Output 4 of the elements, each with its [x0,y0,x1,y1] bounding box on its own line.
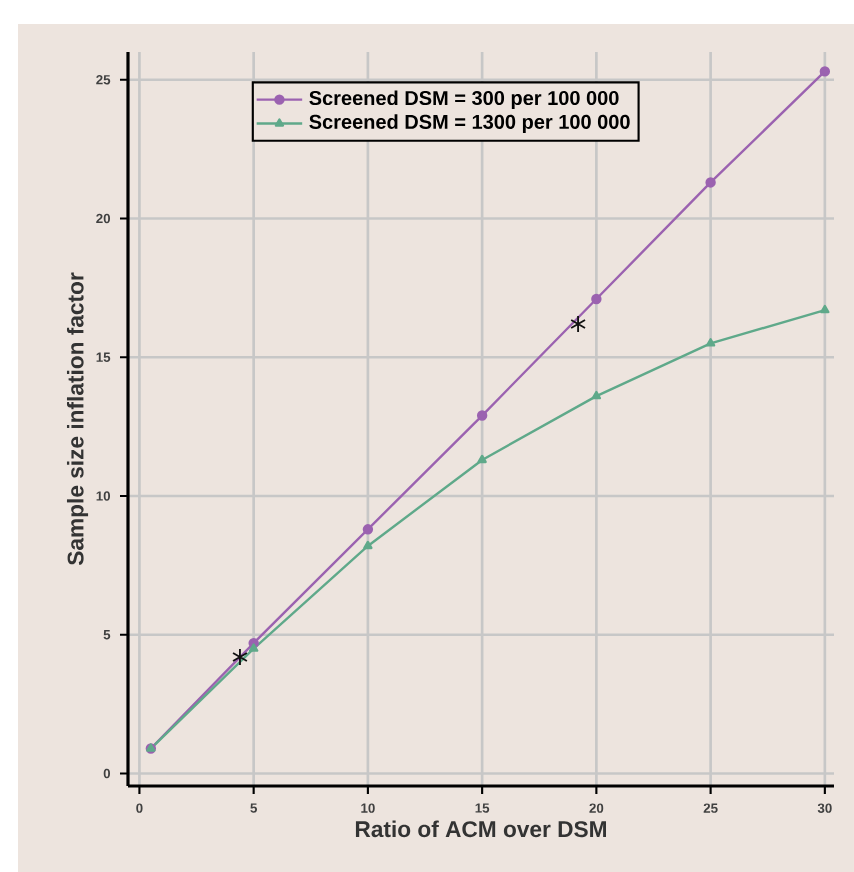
legend-label: Screened DSM = 1300 per 100 000 [309,114,630,133]
y-axis-title: Sample size inflation factor [66,272,89,566]
x-axis-title: Ratio of ACM over DSM [355,820,606,838]
legend-label: Screened DSM = 300 per 100 000 [309,90,619,110]
